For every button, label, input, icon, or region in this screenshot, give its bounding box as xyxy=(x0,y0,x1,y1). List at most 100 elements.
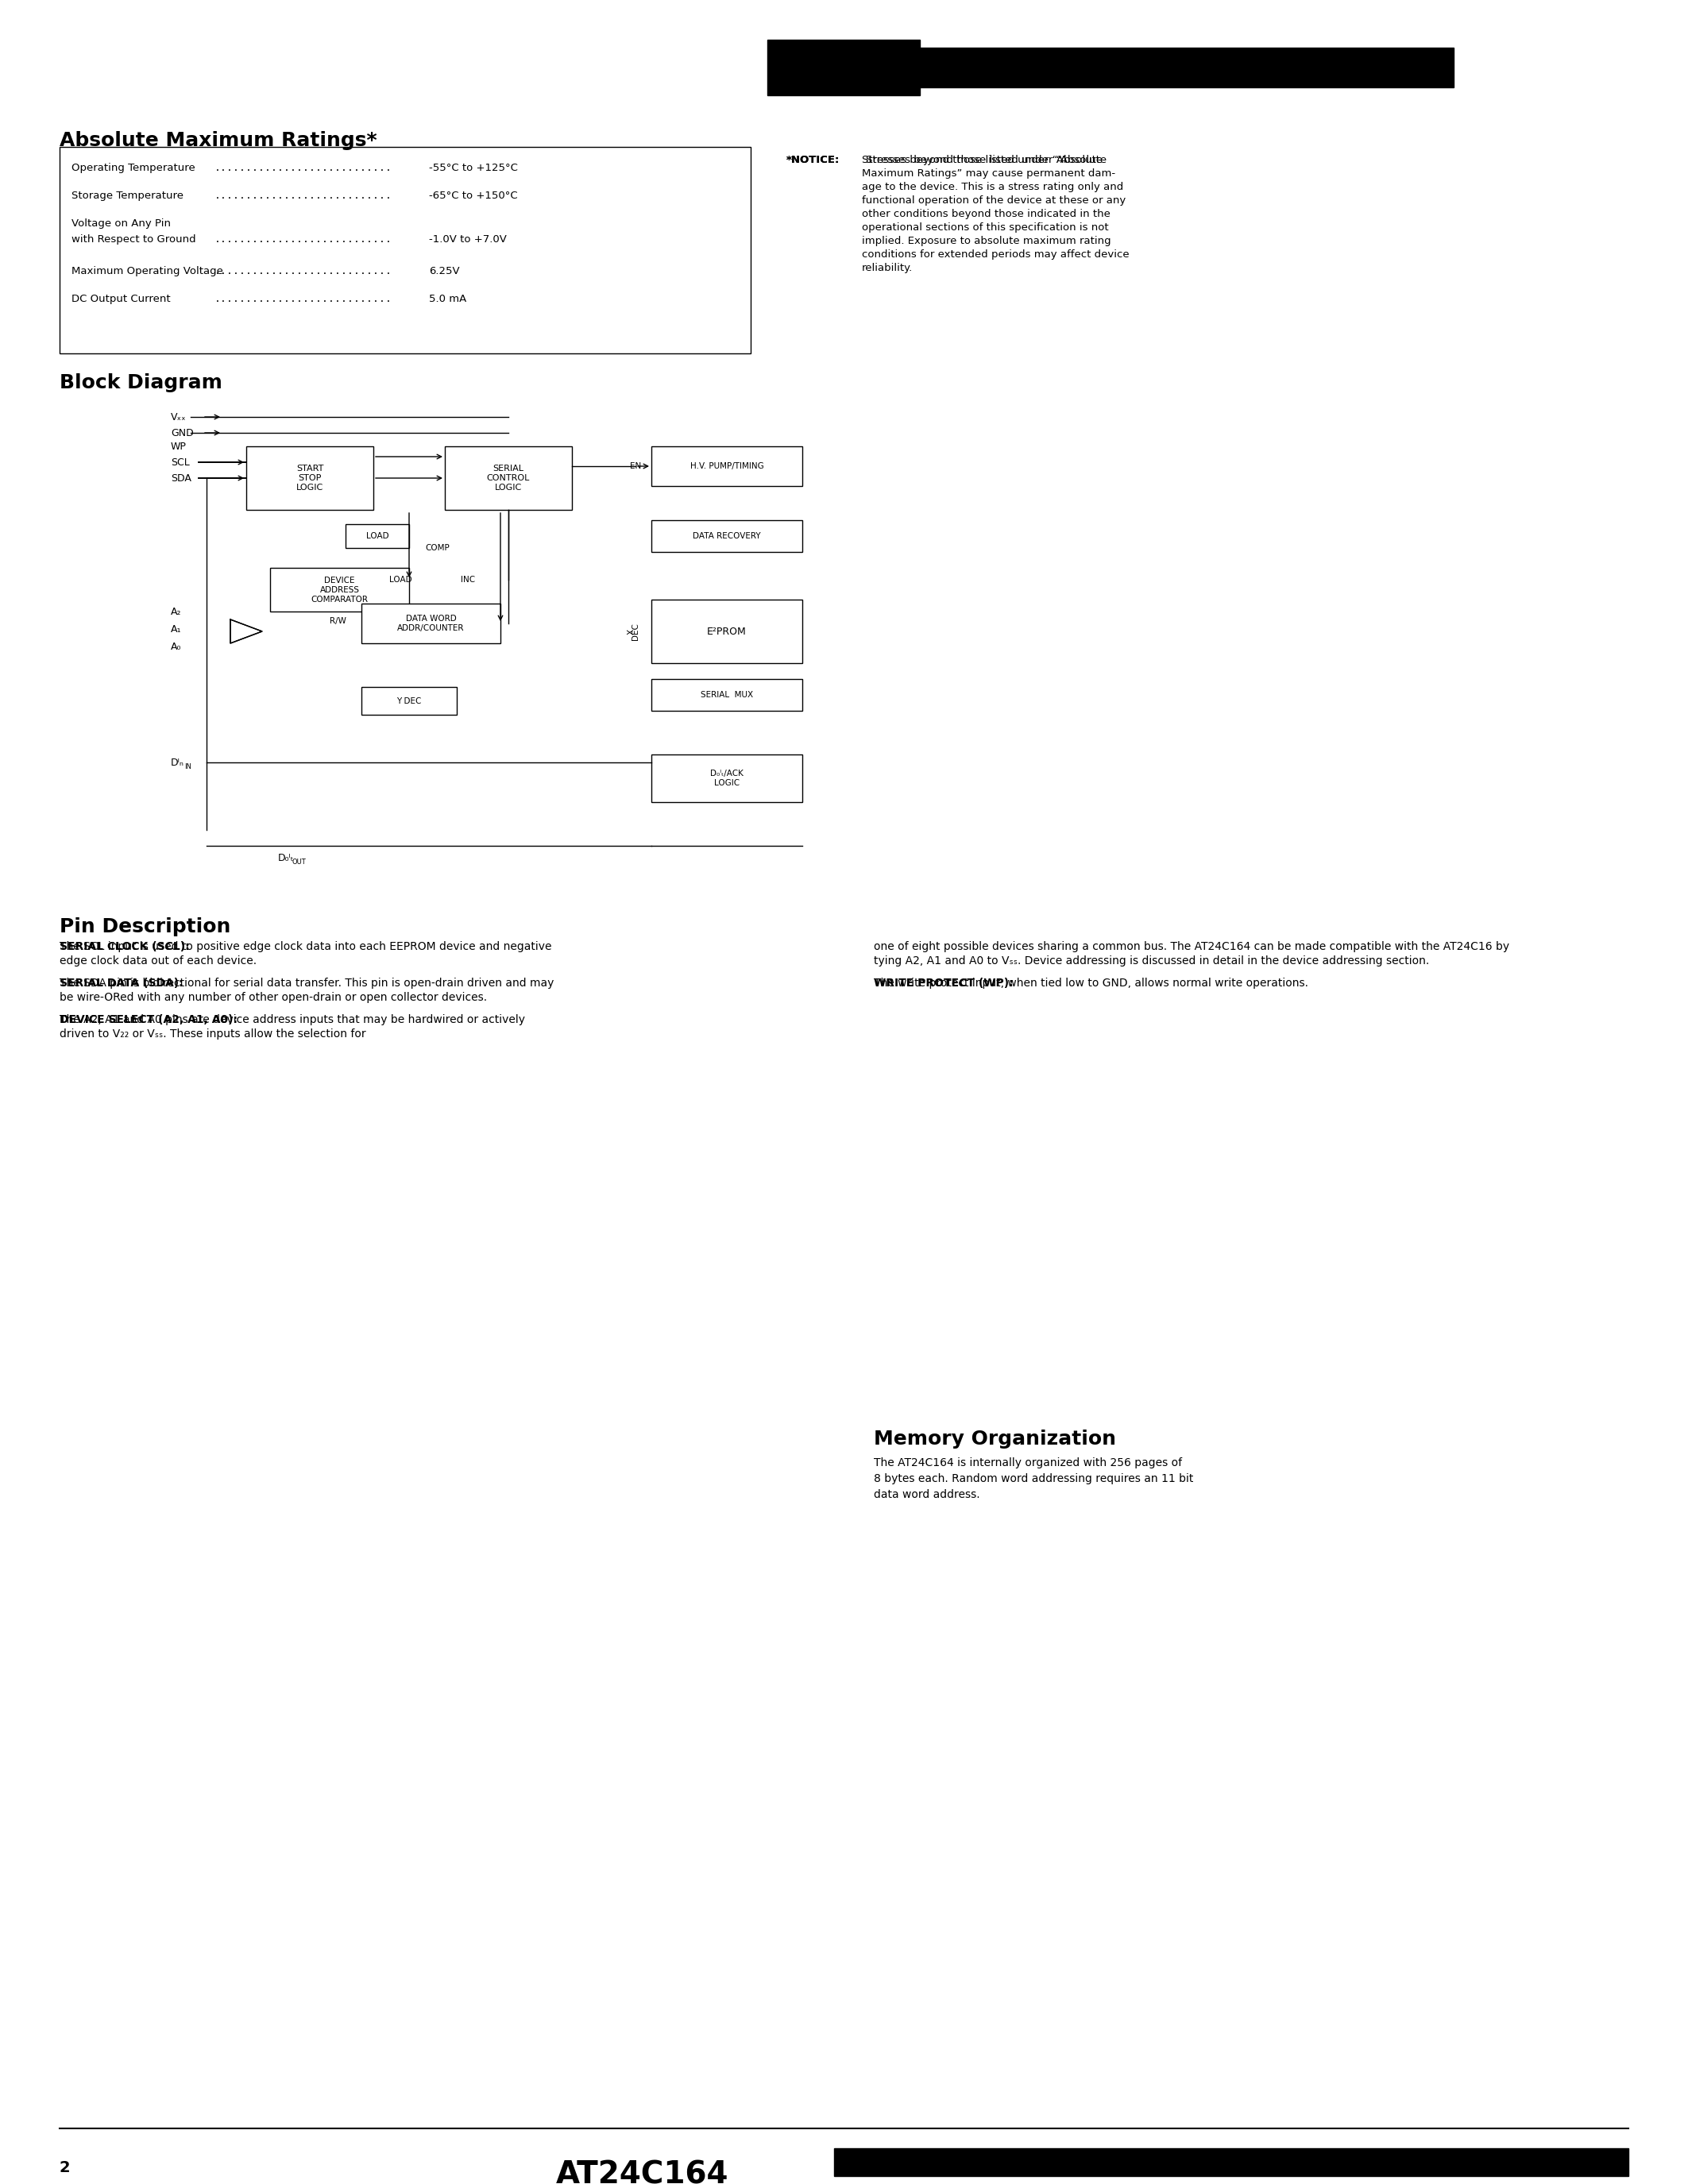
Text: A₀: A₀ xyxy=(170,642,181,651)
Bar xyxy=(446,446,572,509)
Text: EN: EN xyxy=(630,463,641,470)
Text: DEVICE SELECT (A2, A1, A0):: DEVICE SELECT (A2, A1, A0): xyxy=(59,1013,238,1024)
Text: Memory Organization: Memory Organization xyxy=(874,1431,1116,1448)
Text: Stresses beyond those listed under “Absolute: Stresses beyond those listed under “Abso… xyxy=(866,155,1107,166)
Text: ............................: ............................ xyxy=(214,164,392,173)
Text: E²PROM: E²PROM xyxy=(707,627,746,636)
Text: CONTROL: CONTROL xyxy=(486,474,530,483)
Text: 2: 2 xyxy=(59,2160,71,2175)
Text: The write protect input, when tied low to GND, allows normal write operations.: The write protect input, when tied low t… xyxy=(874,978,1308,989)
Bar xyxy=(652,520,802,553)
Text: implied. Exposure to absolute maximum rating: implied. Exposure to absolute maximum ra… xyxy=(863,236,1111,247)
Text: Maximum Ratings” may cause permanent dam-: Maximum Ratings” may cause permanent dam… xyxy=(863,168,1116,179)
Text: STOP: STOP xyxy=(299,474,321,483)
Text: Dᴵₙ: Dᴵₙ xyxy=(170,758,184,767)
Bar xyxy=(246,446,373,509)
Text: Voltage on Any Pin: Voltage on Any Pin xyxy=(71,218,170,229)
Polygon shape xyxy=(230,620,262,644)
Text: SDA: SDA xyxy=(170,474,191,483)
Text: Block Diagram: Block Diagram xyxy=(59,373,223,393)
Text: ATMEL: ATMEL xyxy=(778,50,908,85)
Text: DATA RECOVERY: DATA RECOVERY xyxy=(692,533,761,539)
Text: DEVICE: DEVICE xyxy=(324,577,354,583)
Text: LOGIC: LOGIC xyxy=(295,483,324,491)
Text: AT24C164: AT24C164 xyxy=(555,2160,729,2184)
Text: SERIAL CLOCK (SCL):: SERIAL CLOCK (SCL): xyxy=(59,941,189,952)
Text: conditions for extended periods may affect device: conditions for extended periods may affe… xyxy=(863,249,1129,260)
Text: COMPARATOR: COMPARATOR xyxy=(311,596,368,603)
Text: LOGIC: LOGIC xyxy=(714,780,739,786)
Text: SERIAL  MUX: SERIAL MUX xyxy=(701,690,753,699)
Text: tying A2, A1 and A0 to Vₛₛ. Device addressing is discussed in detail in the devi: tying A2, A1 and A0 to Vₛₛ. Device addre… xyxy=(874,954,1430,968)
Text: OUT: OUT xyxy=(292,858,307,865)
Text: Absolute Maximum Ratings*: Absolute Maximum Ratings* xyxy=(59,131,376,151)
Text: age to the device. This is a stress rating only and: age to the device. This is a stress rati… xyxy=(863,181,1124,192)
Text: The AT24C164 is internally organized with 256 pages of: The AT24C164 is internally organized wit… xyxy=(874,1457,1182,1468)
Text: SERIAL: SERIAL xyxy=(493,465,523,472)
Text: 5.0 mA: 5.0 mA xyxy=(429,295,466,304)
Text: COMP: COMP xyxy=(425,544,449,553)
Text: LOAD: LOAD xyxy=(390,577,412,583)
Text: R/W: R/W xyxy=(329,618,346,625)
Text: LOGIC: LOGIC xyxy=(495,483,522,491)
Bar xyxy=(652,446,802,487)
Text: D₀ᴵₜ/ACK: D₀ᴵₜ/ACK xyxy=(711,769,743,778)
Text: GND: GND xyxy=(170,428,194,439)
Text: other conditions beyond those indicated in the: other conditions beyond those indicated … xyxy=(863,210,1111,218)
Text: -65°C to +150°C: -65°C to +150°C xyxy=(429,190,518,201)
Text: Stresses beyond those listed under “Absolute: Stresses beyond those listed under “Abso… xyxy=(863,155,1102,166)
Text: IN: IN xyxy=(184,762,191,771)
Text: ADDR/COUNTER: ADDR/COUNTER xyxy=(397,625,464,631)
Text: *NOTICE:: *NOTICE: xyxy=(787,155,841,166)
Text: WP: WP xyxy=(170,441,187,452)
Text: *NOTICE:: *NOTICE: xyxy=(787,155,841,166)
Text: Maximum Operating Voltage: Maximum Operating Voltage xyxy=(71,266,223,277)
Bar xyxy=(652,679,802,710)
Text: reliability.: reliability. xyxy=(863,262,913,273)
Text: ............................: ............................ xyxy=(214,190,392,201)
Text: ADDRESS: ADDRESS xyxy=(319,585,360,594)
Bar xyxy=(270,568,408,612)
Text: be wire-ORed with any number of other open-drain or open collector devices.: be wire-ORed with any number of other op… xyxy=(59,992,488,1002)
Text: Y DEC: Y DEC xyxy=(397,697,422,705)
Text: The A2, A1 and A0 pins are device address inputs that may be hardwired or active: The A2, A1 and A0 pins are device addres… xyxy=(59,1013,525,1024)
Text: SERIAL DATA (SDA):: SERIAL DATA (SDA): xyxy=(59,978,184,989)
Text: X: X xyxy=(628,629,635,633)
Text: data word address.: data word address. xyxy=(874,1489,981,1500)
Text: SCL: SCL xyxy=(170,456,189,467)
Text: A₁: A₁ xyxy=(170,625,182,633)
Text: H.V. PUMP/TIMING: H.V. PUMP/TIMING xyxy=(690,463,763,470)
Text: -55°C to +125°C: -55°C to +125°C xyxy=(429,164,518,173)
Text: 6.25V: 6.25V xyxy=(429,266,459,277)
Text: ............................: ............................ xyxy=(214,295,392,304)
Text: ............................: ............................ xyxy=(214,234,392,245)
Text: D₀ᴵₜ: D₀ᴵₜ xyxy=(279,852,294,863)
Text: edge clock data out of each device.: edge clock data out of each device. xyxy=(59,954,257,968)
Text: -1.0V to +7.0V: -1.0V to +7.0V xyxy=(429,234,506,245)
Text: WRITE PROTECT (WP):: WRITE PROTECT (WP): xyxy=(874,978,1013,989)
Text: 8 bytes each. Random word addressing requires an 11 bit: 8 bytes each. Random word addressing req… xyxy=(874,1474,1193,1485)
Bar xyxy=(59,146,751,354)
Text: The SCL input is used to positive edge clock data into each EEPROM device and ne: The SCL input is used to positive edge c… xyxy=(59,941,552,952)
Text: driven to V₂₂ or Vₛₛ. These inputs allow the selection for: driven to V₂₂ or Vₛₛ. These inputs allow… xyxy=(59,1029,366,1040)
Text: A₂: A₂ xyxy=(170,607,182,616)
Text: operational sections of this specification is not: operational sections of this specificati… xyxy=(863,223,1109,234)
Bar xyxy=(346,524,408,548)
Text: one of eight possible devices sharing a common bus. The AT24C164 can be made com: one of eight possible devices sharing a … xyxy=(874,941,1509,952)
Bar xyxy=(652,753,802,802)
Text: DATA WORD: DATA WORD xyxy=(405,614,456,622)
Text: Operating Temperature: Operating Temperature xyxy=(71,164,196,173)
Bar xyxy=(898,48,1453,87)
Text: with Respect to Ground: with Respect to Ground xyxy=(71,234,196,245)
Bar xyxy=(361,688,457,714)
Text: functional operation of the device at these or any: functional operation of the device at th… xyxy=(863,194,1126,205)
Text: The SDA pin is bidirectional for serial data transfer. This pin is open-drain dr: The SDA pin is bidirectional for serial … xyxy=(59,978,554,989)
Text: Storage Temperature: Storage Temperature xyxy=(71,190,184,201)
Text: INC: INC xyxy=(461,577,474,583)
Text: DC Output Current: DC Output Current xyxy=(71,295,170,304)
Text: Pin Description: Pin Description xyxy=(59,917,231,937)
Text: DEC: DEC xyxy=(631,622,640,640)
Bar xyxy=(834,2149,1629,2175)
Text: ............................: ............................ xyxy=(214,266,392,277)
Bar xyxy=(652,601,802,664)
